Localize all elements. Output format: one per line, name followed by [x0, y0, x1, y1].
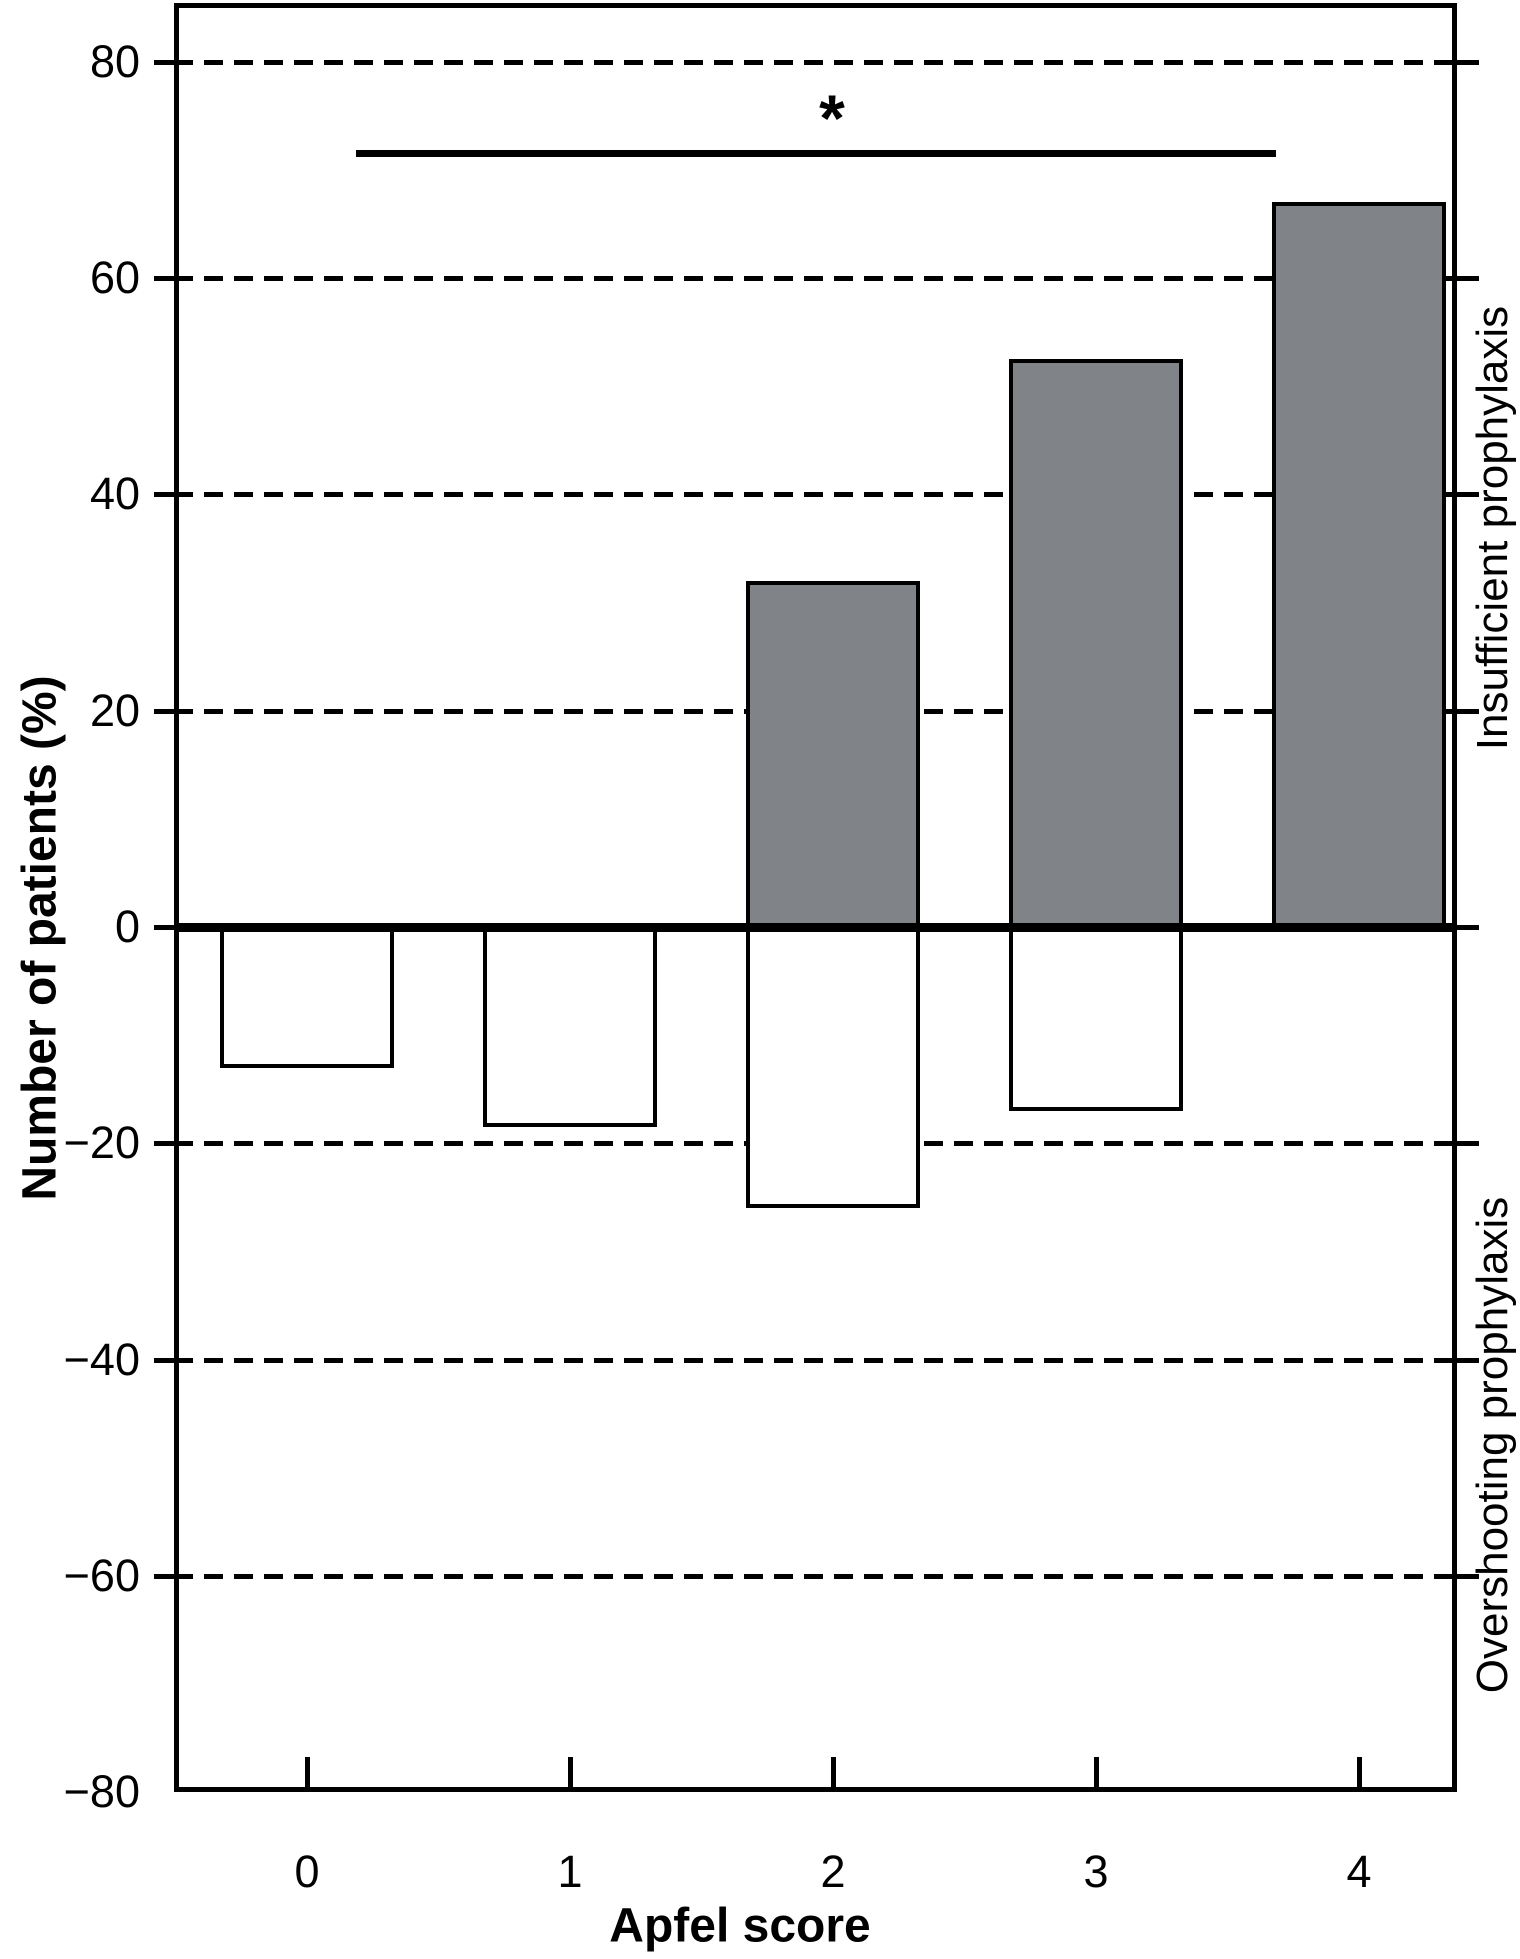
x-tick-3 [1094, 1757, 1099, 1792]
y-tick-left--40 [154, 1358, 174, 1363]
y-tick-left-0 [154, 925, 174, 930]
significance-asterisk: * [819, 81, 845, 155]
y-tick-label-60: 60 [89, 252, 140, 303]
x-tick-label-1: 1 [557, 1846, 583, 1897]
x-tick-label-0: 0 [294, 1846, 320, 1897]
y-tick-right--60 [1457, 1574, 1479, 1579]
y-tick-label-0: 0 [114, 901, 140, 952]
bar-apfel-1-negative [483, 927, 657, 1127]
bar-apfel-2-negative [746, 927, 920, 1208]
bar-apfel-0-negative [220, 927, 394, 1068]
y-tick-left-60 [154, 276, 174, 281]
y-tick-right-40 [1457, 492, 1479, 497]
x-axis-title: Apfel score [609, 1899, 871, 1953]
y-tick-label-80: 80 [89, 36, 140, 87]
bar-apfel-4-positive [1272, 202, 1446, 927]
x-tick-1 [568, 1757, 573, 1792]
gridline-60 [174, 276, 1457, 281]
y-tick-left-40 [154, 492, 174, 497]
y-tick-right--40 [1457, 1358, 1479, 1363]
zero-baseline [174, 923, 1457, 932]
bar-apfel-3-negative [1009, 927, 1183, 1111]
gridline-80 [174, 60, 1457, 65]
y-tick-label-40: 40 [89, 468, 140, 519]
y-tick-right-20 [1457, 709, 1479, 714]
x-tick-label-4: 4 [1346, 1846, 1372, 1897]
y-axis-title: Number of patients (%) [13, 675, 67, 1201]
y-tick-left--20 [154, 1141, 174, 1146]
y-tick-left--60 [154, 1574, 174, 1579]
y-tick-label--60: −60 [63, 1550, 140, 1601]
y-tick-left-20 [154, 709, 174, 714]
bar-apfel-2-positive [746, 581, 920, 927]
y-tick-label--40: −40 [63, 1334, 140, 1385]
right-axis-label-insufficient: Insufficient prophylaxis [1468, 305, 1517, 751]
y-tick-left-80 [154, 60, 174, 65]
y-tick-right-80 [1457, 60, 1479, 65]
gridline--60 [174, 1574, 1457, 1579]
significance-line [356, 150, 1276, 157]
x-tick-2 [831, 1757, 836, 1792]
y-tick-right-0 [1457, 925, 1479, 930]
x-tick-label-3: 3 [1083, 1846, 1109, 1897]
x-tick-0 [305, 1757, 310, 1792]
y-tick-label--20: −20 [63, 1117, 140, 1168]
gridline-40 [174, 492, 1457, 497]
x-tick-4 [1357, 1757, 1362, 1792]
y-tick-label--80: −80 [63, 1766, 140, 1817]
x-tick-label-2: 2 [820, 1846, 846, 1897]
y-tick-right--20 [1457, 1141, 1479, 1146]
gridline--40 [174, 1358, 1457, 1363]
y-tick-label-20: 20 [89, 685, 140, 736]
right-axis-label-overshooting: Overshooting prophylaxis [1468, 1196, 1517, 1694]
bar-apfel-3-positive [1009, 359, 1183, 927]
y-tick-right-60 [1457, 276, 1479, 281]
